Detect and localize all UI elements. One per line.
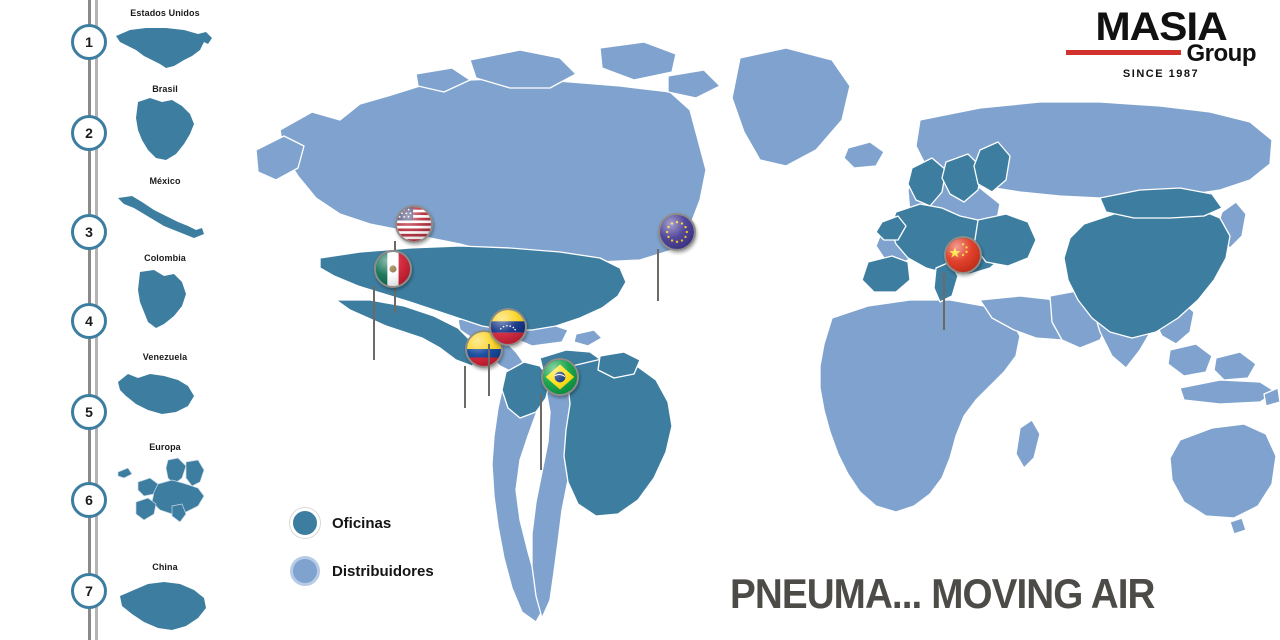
timeline-step-4[interactable]: 4 (71, 303, 107, 339)
timeline-step-3[interactable]: 3 (71, 214, 107, 250)
flag-cn-icon (944, 236, 982, 274)
country-label-7: China (152, 562, 178, 572)
timeline-step-7[interactable]: 7 (71, 573, 107, 609)
timeline-step-5[interactable]: 5 (71, 394, 107, 430)
country-shape-colombia (110, 266, 220, 332)
logo-group-text: Group (1186, 40, 1257, 67)
legend-label-oficinas: Oficinas (332, 514, 392, 532)
country-label-5: Venezuela (142, 352, 188, 362)
country-shape-mexico (110, 190, 220, 248)
flag-mx-icon (374, 250, 412, 288)
country-shape-brazil (110, 96, 220, 164)
country-label-1: Estados Unidos (130, 8, 200, 18)
world-map-svg (255, 41, 1280, 623)
step-number-2: 2 (85, 125, 93, 141)
country-label-6: Europa (149, 442, 181, 452)
step-number-4: 4 (85, 313, 93, 329)
country-label-4: Colombia (144, 253, 186, 263)
flag-co-icon (465, 330, 503, 368)
country-shape-venezuela (110, 366, 220, 422)
logo-wordmark: MASIA (1095, 5, 1227, 49)
timeline-step-2[interactable]: 2 (71, 115, 107, 151)
country-shape-usa (110, 20, 220, 78)
flag-br-icon (541, 358, 579, 396)
step-number-5: 5 (85, 404, 93, 420)
timeline-step-1[interactable]: 1 (71, 24, 107, 60)
legend-item-oficinas: Oficinas (290, 508, 434, 538)
country-label-2: Brasil (152, 84, 178, 94)
legend-dot-oficinas (290, 508, 320, 538)
map-region-office (319, 141, 1231, 517)
masia-group-logo: MASIA Group SINCE 1987 (1066, 7, 1256, 80)
legend-dot-distribuidores (290, 556, 320, 586)
country-timeline-rail: Estados Unidos 1 Brasil 2 México 3 Colom… (0, 0, 220, 640)
tagline: PNEUMA... MOVING AIR (730, 570, 1155, 617)
world-map (220, 0, 1280, 640)
step-number-3: 3 (85, 224, 93, 240)
country-label-3: México (149, 176, 181, 186)
step-number-1: 1 (85, 34, 93, 50)
map-legend: Oficinas Distribuidores (290, 508, 434, 604)
country-shape-europe (110, 456, 220, 526)
country-shape-china (110, 576, 220, 634)
step-number-6: 6 (85, 492, 93, 508)
legend-label-distribuidores: Distribuidores (332, 562, 434, 580)
flag-ve-icon (489, 308, 527, 346)
legend-item-distribuidores: Distribuidores (290, 556, 434, 586)
step-number-7: 7 (85, 583, 93, 599)
logo-since-text: SINCE 1987 (1122, 68, 1200, 80)
flag-us-icon (395, 205, 433, 243)
timeline-step-6[interactable]: 6 (71, 482, 107, 518)
logo-second-row: Group (1066, 42, 1256, 66)
logo-red-bar (1066, 49, 1181, 55)
flag-eu-icon (658, 213, 696, 251)
